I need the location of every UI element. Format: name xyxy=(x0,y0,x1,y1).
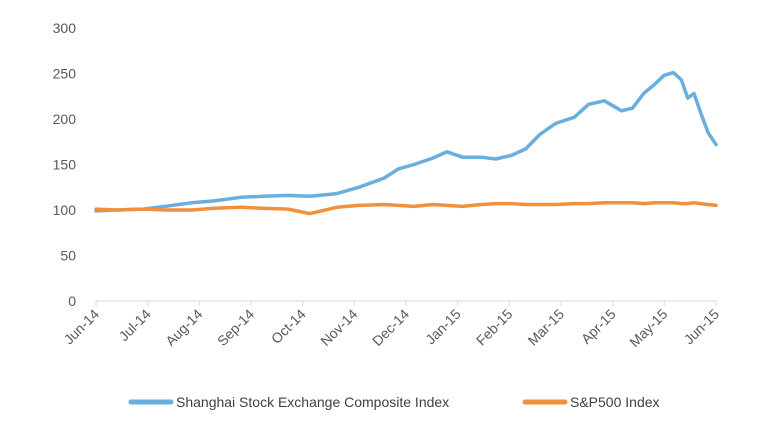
y-axis: 0 50 100 150 200 250 300 xyxy=(53,20,77,309)
x-tick-label: Jun-15 xyxy=(681,306,723,348)
x-tick-label: Aug-14 xyxy=(162,306,205,349)
y-tick-label: 200 xyxy=(53,111,77,127)
x-tick-label: Feb-15 xyxy=(473,306,516,349)
y-tick-label: 250 xyxy=(53,66,77,82)
x-tick-label: Jan-15 xyxy=(422,306,464,348)
x-tick-label: Jun-14 xyxy=(61,306,103,348)
y-tick-label: 300 xyxy=(53,20,77,36)
legend: Shanghai Stock Exchange Composite Index … xyxy=(128,394,660,410)
series-line-shanghai xyxy=(94,70,718,213)
legend-label-shanghai: Shanghai Stock Exchange Composite Index xyxy=(176,394,449,410)
y-tick-label: 150 xyxy=(53,157,77,173)
plot-area xyxy=(94,70,718,216)
x-tick-label: May-15 xyxy=(626,306,670,350)
x-tick-label: Oct-14 xyxy=(268,306,309,347)
y-tick-label: 100 xyxy=(53,202,77,218)
y-tick-label: 50 xyxy=(60,248,76,264)
x-axis: Jun-14 Jul-14 Aug-14 Sep-14 Oct-14 Nov-14 Dec-… xyxy=(61,301,723,350)
x-tick-label: Dec-14 xyxy=(369,306,412,349)
x-tick-label: Nov-14 xyxy=(317,306,360,349)
x-tick-label: Jul-14 xyxy=(116,306,154,344)
x-tick-label: Apr-15 xyxy=(578,306,619,347)
x-tick-label: Sep-14 xyxy=(214,306,257,349)
x-tick-label: Mar-15 xyxy=(524,306,567,349)
y-tick-label: 0 xyxy=(68,293,76,309)
series-line-sp500 xyxy=(94,200,718,216)
legend-label-sp500: S&P500 Index xyxy=(570,394,660,410)
